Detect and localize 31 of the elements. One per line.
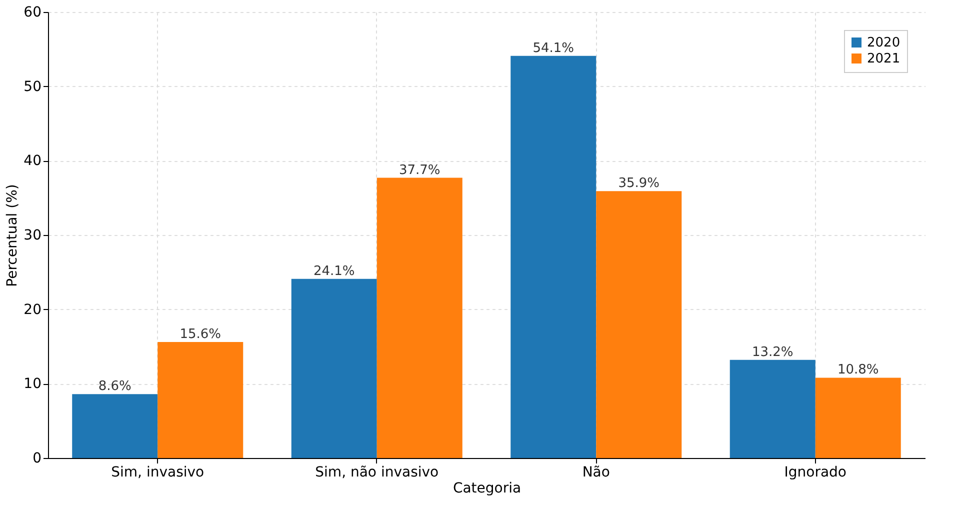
bar [596,191,682,458]
data-label: 13.2% [752,344,794,360]
data-label: 10.8% [837,362,879,378]
y-axis-title: Percentual (%) [4,184,21,287]
data-label: 24.1% [313,264,355,279]
y-tick-label: 30 [24,228,42,244]
bar [730,360,816,458]
bar [376,178,462,458]
x-tick-label: Não [582,464,610,480]
y-tick-label: 40 [24,153,42,170]
x-tick-label: Sim, não invasivo [315,464,439,480]
y-tick-label: 50 [24,78,42,95]
bar [291,278,377,458]
bar [510,56,596,458]
legend-label: 2021 [867,52,900,66]
x-tick-label: Ignorado [784,464,846,480]
y-tick-label: 10 [24,376,42,392]
bar [815,378,901,458]
x-axis-title: Categoria [452,480,522,496]
y-tick-label: 60 [24,4,42,20]
data-label: 35.9% [618,176,660,192]
data-label: 15.6% [180,327,222,342]
data-label: 8.6% [98,379,132,394]
legend-label: 2020 [867,36,900,50]
bar [72,394,158,458]
bar [158,342,244,458]
x-tick-label: Sim, invasivo [111,464,204,480]
y-tick-label: 20 [24,302,42,318]
data-label: 37.7% [398,162,440,178]
y-tick-label: 0 [32,450,42,466]
data-label: 54.1% [532,40,574,56]
